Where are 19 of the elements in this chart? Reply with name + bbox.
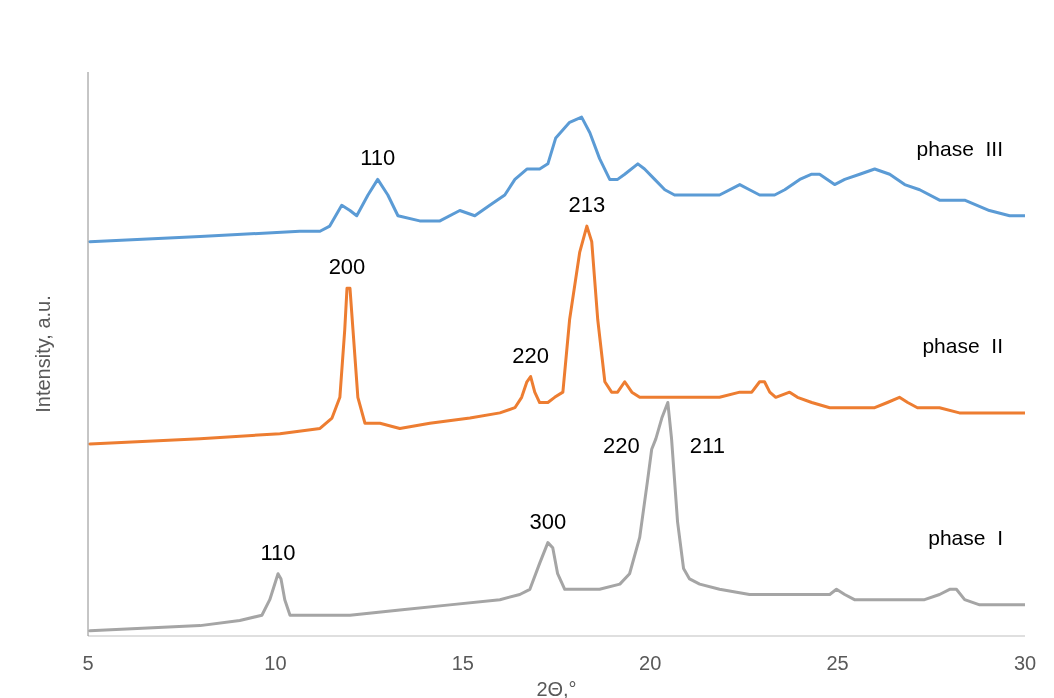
x-tick-label: 5 — [82, 652, 94, 675]
x-tick-label: 15 — [451, 652, 474, 675]
annotation: 213 — [568, 192, 606, 218]
annotation: 200 — [328, 254, 366, 280]
x-tick-label: 25 — [826, 652, 849, 675]
annotation: 220 — [512, 342, 549, 368]
x-tick-label: 20 — [639, 652, 662, 675]
annotation: 300 — [529, 508, 567, 534]
y-axis-title: Intensity, a.u. — [32, 295, 55, 413]
series-label: phase III — [916, 136, 1003, 160]
text: phase I — [928, 525, 1003, 549]
x-tick-label: 10 — [264, 652, 287, 675]
annotation: 220 — [602, 433, 640, 459]
text: phase II — [922, 333, 1003, 357]
x-tick-label: 30 — [1013, 652, 1037, 675]
annotation: 110 — [260, 539, 296, 565]
annotation: 211 — [689, 432, 725, 458]
x-axis-title: 2Θ,° — [536, 678, 577, 698]
annotation: 110 — [360, 145, 396, 171]
